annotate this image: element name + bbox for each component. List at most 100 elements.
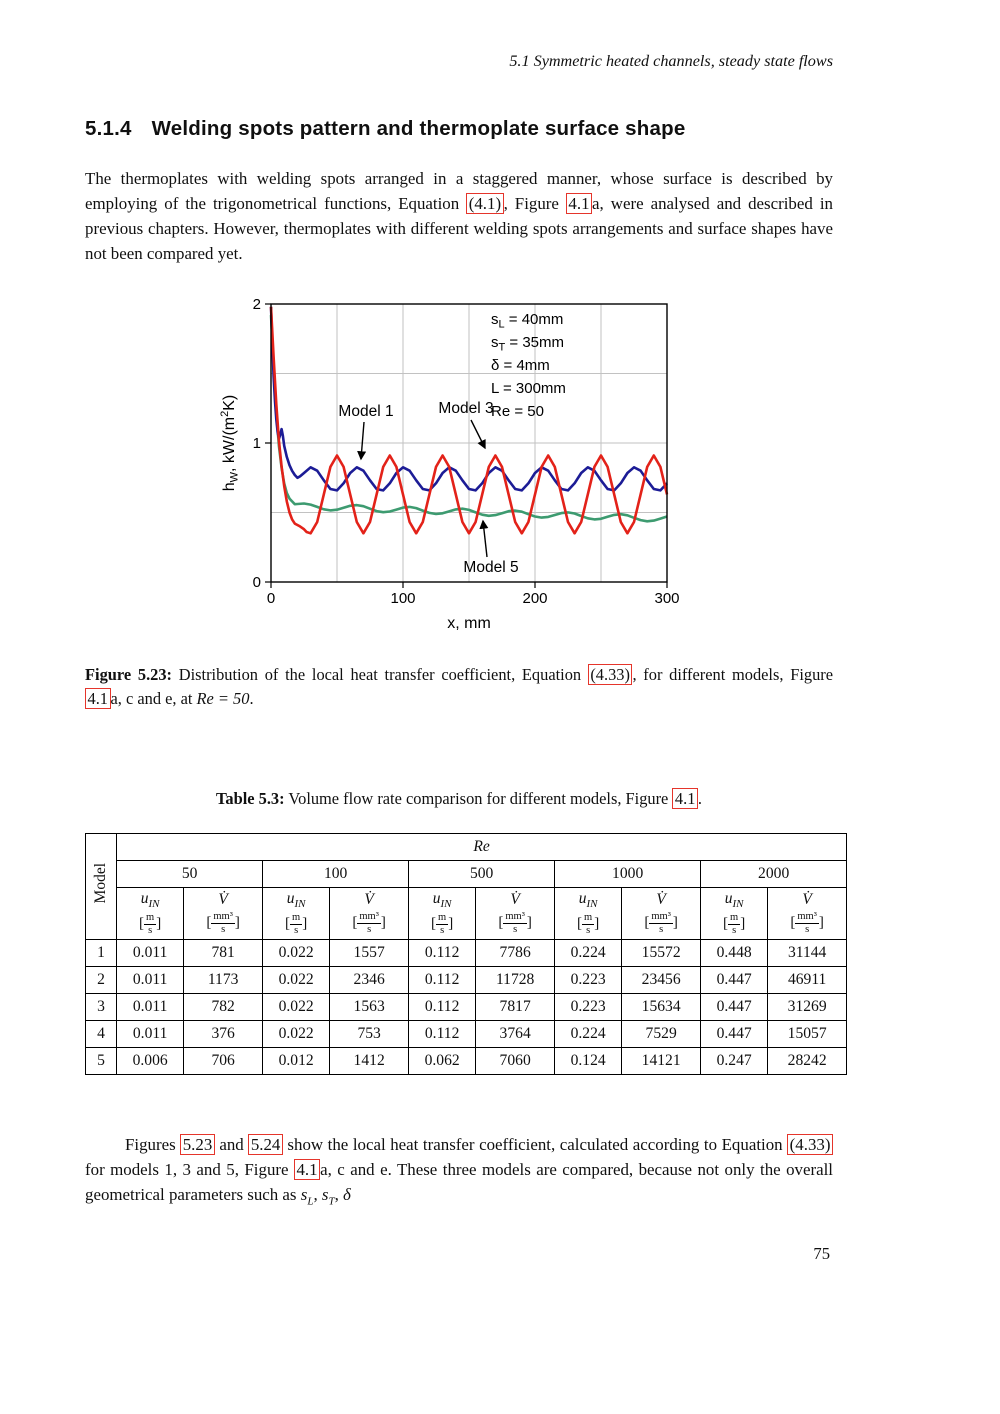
text-segment: The thermoplates with welding spots arra… (85, 169, 833, 213)
col-header-vdot: V̇[mm³ s] (329, 886, 410, 940)
value-cell: 3764 (475, 1019, 556, 1048)
table-row-model-1: 1 0.011 781 0.022 1557 0.112 7786 0.224 15572 0.4… (84, 938, 848, 967)
value-cell: 0.247 (700, 1046, 769, 1075)
value-cell: 0.112 (408, 992, 477, 1021)
col-header-uin: uIN[m s] (554, 886, 623, 940)
math-sT: sT (321, 1184, 335, 1208)
annotation-model-1: Model 1 (338, 403, 393, 420)
value-cell: 0.448 (700, 938, 769, 967)
value-cell: 0.011 (116, 938, 185, 967)
ref-link-figure-4-1[interactable]: 4.1 (672, 787, 698, 809)
value-cell: 1173 (183, 965, 264, 994)
text-segment: a, were analysed and described in previo… (85, 193, 833, 263)
running-header: 5.1 Symmetric heated channels, steady st… (509, 52, 833, 70)
col-header-vdot: V̇[mm³ s] (621, 886, 702, 940)
table-row-model-4: 4 0.011 376 0.022 753 0.112 3764 0.224 7529 0.447… (84, 1019, 848, 1048)
value-cell: 706 (183, 1046, 264, 1075)
ref-link-equation-4-33[interactable]: (4.33) (587, 664, 633, 686)
model-number: 2 (84, 965, 118, 994)
math-delta: δ (343, 1184, 351, 1204)
value-cell: 1563 (329, 992, 410, 1021)
x-tick-0: 0 (267, 590, 275, 607)
value-cell: 0.022 (262, 965, 331, 994)
section-heading: 5.1.4 Welding spots pattern and thermopla… (85, 117, 833, 141)
tick-marks (265, 303, 668, 589)
heat-transfer-chart: 0 100 200 300 0 1 2 x, mm hW, kW/(m2K) s… (219, 296, 680, 632)
figure-5-23: 0 100 200 300 0 1 2 x, mm hW, kW/(m2K) s… (85, 294, 833, 641)
value-cell: 0.022 (262, 1019, 331, 1048)
page-number: 75 (813, 1244, 830, 1263)
y-tick-1: 1 (253, 435, 261, 452)
text-segment: , (313, 1184, 322, 1204)
param-sT: sT = 35mm (491, 334, 564, 354)
paragraph-intro: The thermoplates with welding spots arra… (85, 167, 833, 266)
value-cell: 0.006 (116, 1046, 185, 1075)
value-cell: 781 (183, 938, 264, 967)
value-cell: 15572 (621, 938, 702, 967)
value-cell: 0.112 (408, 938, 477, 967)
value-cell: 0.223 (554, 992, 623, 1021)
re-value-100: 100 (262, 859, 410, 888)
value-cell: 753 (329, 1019, 410, 1048)
text-segment: , for different models, Figure (632, 665, 833, 685)
annotation-model-5: Model 5 (463, 559, 518, 576)
math-re-50: Re = 50 (196, 689, 250, 709)
table-caption-label: Table 5.3: (215, 788, 285, 808)
text-block: 5.1 Symmetric heated channels, steady st… (84, 52, 848, 1208)
table-symbol-row: uIN[m s] V̇[mm³ s] uIN[m s] V̇[mm³ s] uIN[m s… (86, 886, 848, 940)
value-cell: 0.022 (262, 938, 331, 967)
value-cell: 0.447 (700, 965, 769, 994)
value-cell: 0.112 (408, 965, 477, 994)
value-cell: 0.447 (700, 1019, 769, 1048)
math-sL: sL (300, 1184, 314, 1208)
model-number: 4 (84, 1019, 118, 1048)
value-cell: 7786 (475, 938, 556, 967)
re-value-50: 50 (116, 859, 264, 888)
re-value-500: 500 (408, 859, 556, 888)
value-cell: 0.022 (262, 992, 331, 1021)
value-cell: 14121 (621, 1046, 702, 1075)
table-re-values-row: 50 100 500 1000 2000 (86, 859, 848, 888)
ref-link-figure-4-1[interactable]: 4.1 (85, 688, 111, 710)
col-header-vdot: V̇[mm³ s] (475, 886, 556, 940)
value-cell: 376 (183, 1019, 264, 1048)
y-tick-2: 2 (253, 296, 261, 313)
table-row-model-5: 5 0.006 706 0.012 1412 0.062 7060 0.124 14121 0.2… (84, 1046, 848, 1075)
annotation-model-3: Model 3 (438, 400, 493, 417)
col-header-uin: uIN[m s] (262, 886, 331, 940)
annotations: Model 1 Model 3 Model 5 (338, 400, 518, 576)
ref-link-figure-5-24[interactable]: 5.24 (248, 1133, 283, 1155)
flow-rate-table: Model Re 50 100 500 1000 2000 uIN[m s] V̇… (84, 832, 848, 1075)
text-segment: a, c and e. These three models are compa… (85, 1159, 834, 1204)
model-number: 5 (84, 1046, 118, 1075)
value-cell: 11728 (475, 965, 556, 994)
value-cell: 0.012 (262, 1046, 331, 1075)
series-model-5 (269, 315, 668, 523)
table-row-model-2: 2 0.011 1173 0.022 2346 0.112 11728 0.223 23456 0… (84, 965, 848, 994)
ref-link-figure-4-1[interactable]: 4.1 (565, 192, 593, 214)
table-header-re-row: Model Re (84, 832, 848, 940)
y-tick-0: 0 (253, 574, 261, 591)
value-cell: 31144 (767, 938, 848, 967)
table-caption: Table 5.3: Volume flow rate comparison f… (85, 787, 833, 809)
model-number: 1 (84, 938, 118, 967)
value-cell: 7529 (621, 1019, 702, 1048)
value-cell: 0.011 (116, 1019, 185, 1048)
chart-series-group (269, 307, 669, 535)
section-number: 5.1.4 (85, 117, 132, 140)
ref-link-figure-4-1[interactable]: 4.1 (293, 1158, 321, 1180)
col-header-uin: uIN[m s] (700, 886, 769, 940)
model-number: 3 (84, 992, 118, 1021)
col-header-uin: uIN[m s] (116, 886, 185, 940)
value-cell: 15057 (767, 1019, 848, 1048)
ref-link-equation-4-1[interactable]: (4.1) (466, 192, 504, 214)
value-cell: 0.011 (116, 965, 185, 994)
re-header: Re (116, 832, 848, 861)
section-title: Welding spots pattern and thermoplate su… (151, 117, 686, 140)
ref-link-equation-4-33[interactable]: (4.33) (787, 1133, 833, 1155)
arrow-model-1 (357, 422, 367, 461)
ref-link-figure-5-23[interactable]: 5.23 (180, 1133, 215, 1155)
y-axis-label: hW, kW/(m2K) (219, 395, 241, 492)
arrow-model-3 (470, 420, 486, 450)
